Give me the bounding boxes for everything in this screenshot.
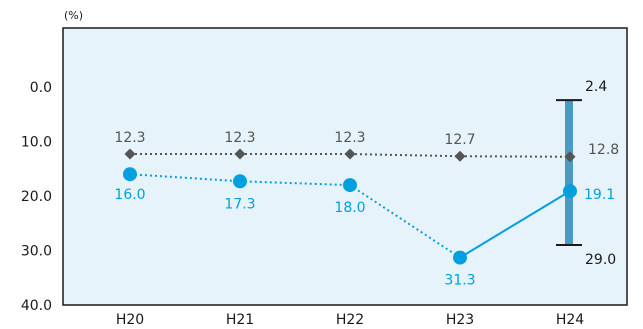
series-2-line-segment xyxy=(459,190,571,259)
series-2-data-label: 19.1 xyxy=(584,187,615,203)
series-2-line xyxy=(129,173,461,259)
series-1-data-label: 12.3 xyxy=(114,130,145,146)
series-1-data-label: 12.8 xyxy=(588,142,619,158)
series-2-data-label: 18.0 xyxy=(334,200,365,216)
series-1-point xyxy=(234,148,246,160)
x-tick-label: H21 xyxy=(226,312,254,328)
y-tick-label: 20.0 xyxy=(21,189,52,205)
y-tick-label: 30.0 xyxy=(21,244,52,260)
x-tick-label: H22 xyxy=(336,312,364,328)
x-tick-label: H24 xyxy=(556,312,584,328)
series-2-point xyxy=(233,174,247,189)
range-bar xyxy=(556,99,582,247)
series-1-point xyxy=(344,148,356,160)
series-1-data-label: 12.7 xyxy=(444,132,475,148)
series-1-point xyxy=(564,151,576,163)
series-2-data-label: 31.3 xyxy=(444,273,475,289)
range-bar-body xyxy=(565,100,573,246)
series-2-point xyxy=(453,250,467,265)
series-2-data-label: 16.0 xyxy=(114,187,145,203)
y-axis: 0.0 10.0 20.0 30.0 40.0 xyxy=(21,80,52,314)
plot-area xyxy=(62,27,628,306)
y-tick-label: 0.0 xyxy=(30,80,52,96)
x-tick-label: H23 xyxy=(446,312,474,328)
range-bar-low-label: 2.4 xyxy=(585,79,607,95)
series-2-point xyxy=(563,184,577,199)
range-bar-high-label: 29.0 xyxy=(585,252,616,268)
series-2-data-label: 17.3 xyxy=(224,196,255,212)
data-labels: 12.3 12.3 12.3 12.7 12.8 16.0 17.3 18.0 31.3 19.1… xyxy=(114,79,619,289)
series-2-point xyxy=(123,167,137,182)
series-2-point xyxy=(343,178,357,193)
series-1-data-label: 12.3 xyxy=(224,130,255,146)
series-points xyxy=(123,148,577,265)
x-axis: H20 H21 H22 H23 H24 xyxy=(116,312,584,328)
series-1-point xyxy=(124,148,136,160)
series-1-point xyxy=(454,150,466,162)
x-tick-label: H20 xyxy=(116,312,144,328)
y-tick-label: 10.0 xyxy=(21,135,52,151)
y-tick-label: 40.0 xyxy=(21,298,52,314)
series-1-data-label: 12.3 xyxy=(334,130,365,146)
unit-label: (%) xyxy=(64,9,83,22)
